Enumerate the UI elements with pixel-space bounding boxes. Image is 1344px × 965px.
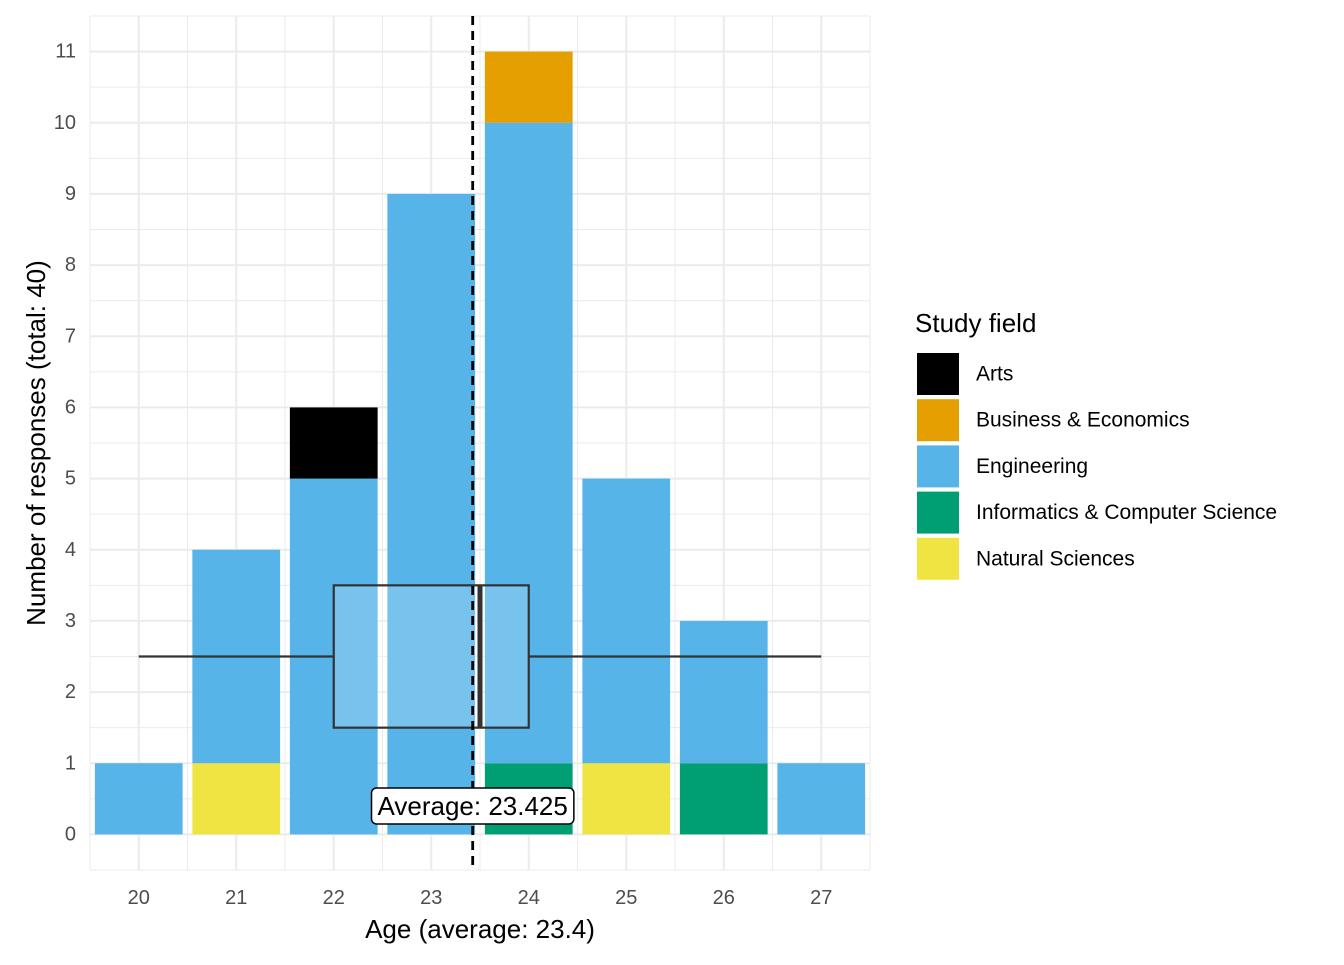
bar-segment: [387, 193, 476, 835]
boxplot-layer: [138, 584, 822, 729]
bar-segment: [289, 407, 378, 479]
y-tick-label: 4: [65, 539, 76, 561]
y-axis-title: Number of responses (total: 40): [21, 260, 51, 626]
bar-segment: [679, 620, 768, 764]
bar-segment: [582, 478, 671, 764]
y-tick-label: 10: [54, 112, 76, 134]
x-tick-label: 25: [615, 887, 637, 909]
average-label-box: [370, 787, 575, 825]
legend-swatch: [917, 491, 959, 534]
y-tick-label: 0: [65, 823, 76, 845]
x-tick-label: 24: [518, 887, 540, 909]
average-label: Average: 23.425: [378, 791, 568, 821]
x-tick-label: 22: [323, 887, 345, 909]
y-tick-label: 2: [65, 681, 76, 703]
x-tick-label: 21: [225, 887, 247, 909]
legend: Study field Arts Business & Economics Engi…: [915, 308, 1277, 580]
legend-title: Study field: [915, 308, 1036, 338]
bar-segment: [582, 763, 671, 835]
y-tick-label: 3: [65, 610, 76, 632]
legend-swatch: [917, 445, 959, 488]
x-tick-label: 26: [713, 887, 735, 909]
x-tick-label: 23: [420, 887, 442, 909]
y-tick-label: 11: [55, 41, 76, 63]
legend-label: Engineering: [976, 455, 1088, 478]
bar-segment: [192, 763, 281, 835]
bar-segment: [777, 763, 866, 835]
legend-swatch: [917, 353, 959, 395]
y-tick-label: 7: [65, 325, 76, 347]
boxplot-box: [332, 584, 530, 729]
x-axis-title: Age (average: 23.4): [365, 914, 595, 944]
legend-swatch: [917, 399, 959, 442]
y-tick-label: 5: [65, 468, 76, 490]
legend-label: Informatics & Computer Science: [976, 501, 1277, 524]
y-tick-label: 8: [65, 254, 76, 276]
legend-label: Business & Economics: [976, 409, 1190, 432]
bar-segment: [679, 763, 768, 835]
x-tick-label: 27: [810, 887, 832, 909]
legend-label: Arts: [976, 363, 1013, 386]
legend-swatch: [917, 537, 959, 580]
annotation-layer: Average: 23.425: [370, 787, 575, 825]
y-tick-label: 1: [65, 752, 76, 774]
bar-segment: [94, 763, 183, 835]
y-tick-label: 9: [65, 183, 76, 205]
bar-segment: [484, 51, 573, 123]
legend-label: Natural Sciences: [976, 547, 1135, 570]
x-tick-label: 20: [128, 887, 150, 909]
y-tick-label: 6: [65, 396, 76, 418]
